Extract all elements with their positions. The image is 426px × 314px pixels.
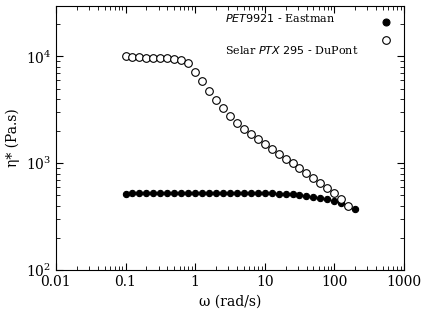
Text: $\mathit{PET9921}$ - Eastman: $\mathit{PET9921}$ - Eastman [224, 12, 334, 24]
Y-axis label: η* (Pa.s): η* (Pa.s) [6, 108, 20, 167]
Text: Selar $\mathit{PTX}$ $\mathit{295}$ - DuPont: Selar $\mathit{PTX}$ $\mathit{295}$ - Du… [224, 44, 357, 56]
Legend: , : , [380, 14, 394, 50]
X-axis label: ω (rad/s): ω (rad/s) [198, 295, 260, 308]
